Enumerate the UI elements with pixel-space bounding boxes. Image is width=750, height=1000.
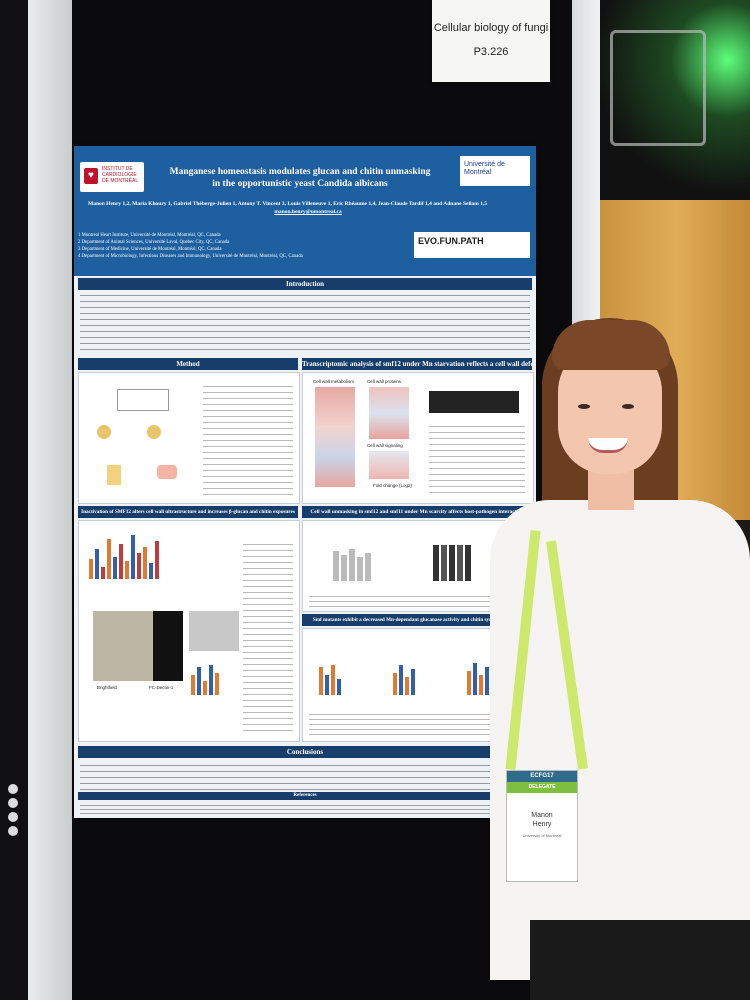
- hair-top: [552, 320, 670, 370]
- section-conclusions: Conclusions: [78, 746, 532, 758]
- research-poster: ♥ INSTITUT DE CARDIOLOGIE DE MONTRÉAL Ma…: [74, 146, 536, 818]
- booth-label-number: P3.226: [473, 46, 509, 58]
- bar-chart-chitin: [393, 659, 415, 695]
- transcriptomic-text: [429, 423, 525, 493]
- author-email: manon.henry@umontreal.ca: [274, 209, 342, 215]
- poster-title: Manganese homeostasis modulates glucan a…: [169, 167, 431, 189]
- badge-name: Manon Henry: [531, 812, 553, 828]
- bar-chart-bottom: [191, 661, 219, 695]
- inactivation-panel: Brightfield FC-Dectin-1: [78, 520, 300, 742]
- bar-chart-left: [89, 529, 159, 579]
- microscopy-brightfield: [93, 611, 153, 681]
- section-inactivation: Inactivation of SMF12 alters cell wall u…: [78, 506, 298, 518]
- unmasking-text: [309, 593, 527, 607]
- institute-logo: ♥ INSTITUT DE CARDIOLOGIE DE MONTRÉAL: [80, 162, 144, 192]
- microscopy-strip: [429, 391, 519, 413]
- transcriptomic-panel: Cell wall metabolism Cell wall proteins …: [302, 372, 534, 504]
- section-smf-mutants: Smf mutants exhibit a decreased Mn-depen…: [302, 614, 532, 626]
- bar-chart-phagocytosis: [333, 541, 371, 581]
- bar-chart-synthase: [467, 659, 489, 695]
- microscopy-fluorescence: [153, 611, 183, 681]
- bar-chart-glucanase: [319, 659, 341, 695]
- heatmap-proteins: [369, 387, 409, 439]
- smile: [588, 438, 628, 453]
- section-method: Method: [78, 358, 298, 370]
- poster-board-frame-left: [28, 0, 72, 1000]
- lighting-truss: [610, 30, 706, 146]
- text-lines: [80, 292, 530, 350]
- tem-images: [189, 611, 239, 651]
- references-text: [80, 802, 530, 814]
- heatmap-signaling: [369, 451, 409, 479]
- section-introduction: Introduction: [78, 278, 532, 290]
- introduction-text: [80, 292, 530, 352]
- poster-authors: Manon Henry 1,2, Maria Khoury 1, Gabriel…: [88, 200, 528, 216]
- name-badge: ECFG17 DELEGATE Manon Henry University o…: [506, 770, 578, 882]
- decorative-dots: [0, 780, 30, 860]
- badge-header: ECFG17 DELEGATE: [507, 771, 577, 793]
- poster-header: ♥ INSTITUT DE CARDIOLOGIE DE MONTRÉAL Ma…: [74, 146, 536, 276]
- inactivation-text: [243, 541, 293, 731]
- method-text: [203, 383, 293, 495]
- neck: [588, 470, 634, 510]
- eye-right: [622, 404, 634, 409]
- section-transcriptomic: Transcriptomic analysis of smf12 under M…: [302, 358, 532, 370]
- conclusions-text: [80, 760, 530, 790]
- heart-icon: ♥: [84, 168, 98, 184]
- black-pants: [530, 920, 750, 1000]
- section-references: References: [78, 792, 532, 800]
- university-logo: Université de Montréal: [460, 156, 530, 186]
- presenter-person: ECFG17 DELEGATE Manon Henry University o…: [470, 300, 750, 1000]
- bar-chart-stacked: [433, 541, 471, 581]
- method-panel: [78, 372, 300, 504]
- heatmap-metabolism: [315, 387, 355, 487]
- evofunpath-logo: EVO.FUN.PATH: [414, 232, 530, 258]
- eye-left: [578, 404, 590, 409]
- booth-label-card: Cellular biology of fungi P3.226: [432, 0, 550, 82]
- section-unmasking: Cell wall unmasking in smf12 and smf11 u…: [302, 506, 532, 518]
- method-diagram: [87, 385, 197, 495]
- stage-light: [600, 0, 750, 200]
- affiliations: 1 Montreal Heart Institute, Université d…: [78, 233, 303, 259]
- booth-label-topic: Cellular biology of fungi: [433, 22, 549, 34]
- badge-affiliation: University of Montreal: [522, 833, 562, 838]
